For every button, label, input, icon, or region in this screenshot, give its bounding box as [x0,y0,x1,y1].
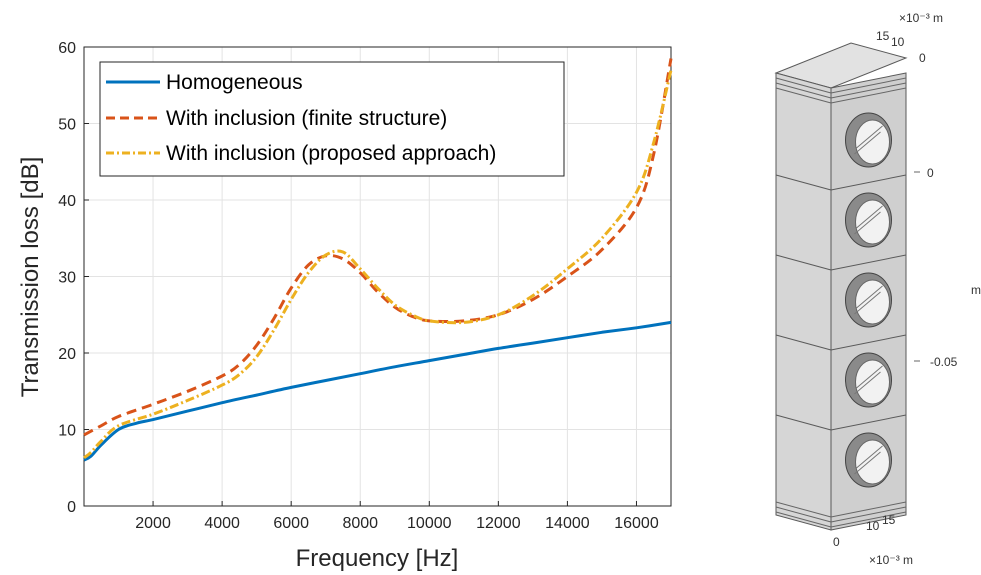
y-axis-label: Transmission loss [dB] [17,157,44,398]
y-axis-ticks: 0 10 20 30 40 50 60 [58,40,89,516]
bottom-layer-line [830,506,907,523]
model-front-face [775,72,832,531]
x-tick-label: 8000 [342,515,378,532]
inclusion-shade-line [854,291,881,315]
top-layer-line [775,77,832,94]
legend-label-finite-structure: With inclusion (finite structure) [166,107,447,130]
legend: Homogeneous With inclusion (finite struc… [99,61,565,177]
bottom-layer-line [775,511,832,528]
series-line-2 [83,58,673,437]
bottom-layer-line [830,501,907,518]
legend-label-homogeneous: Homogeneous [166,71,303,94]
series-lines [83,58,673,462]
series-line-3 [83,69,673,460]
x-tick-label: 10000 [407,515,452,532]
side-axis-unit: m [971,283,981,297]
bottom-tick-0: 0 [833,535,840,549]
bottom-layer-line [775,506,832,523]
inclusion-shade-line [856,205,883,229]
top-tick-15: 15 [876,29,890,43]
y-tick-label: 50 [58,117,76,134]
top-layer-line [830,87,907,104]
bottom-tick-15: 15 [882,513,896,527]
series-line-1 [83,320,672,462]
inclusion-shade-line [854,371,881,395]
top-axis-unit: ×10⁻³ m [899,11,943,25]
side-tick-0: 0 [927,166,934,180]
x-tick-label: 2000 [135,515,171,532]
side-tick-minus-0.05: -0.05 [930,355,958,369]
y-tick-label: 60 [58,40,76,57]
top-layer-line [775,82,832,99]
3d-model-view: ×10⁻³ m 15 10 0 0 -0.05 m 0 10 15 ×10⁻³ … [774,11,981,567]
cell-divider [775,414,832,431]
inclusion-shade-line [856,365,883,389]
top-tick-0: 0 [919,51,926,65]
bottom-axis-unit: ×10⁻³ m [869,553,913,567]
inclusion-shade-line [856,285,883,309]
cell-divider [775,174,832,191]
legend-label-proposed-approach: With inclusion (proposed approach) [166,142,496,165]
y-tick-label: 20 [58,346,76,363]
cell-divider [830,414,907,431]
top-layer-line [830,77,907,94]
x-tick-label: 16000 [614,515,659,532]
x-tick-label: 4000 [204,515,240,532]
cell-divider [775,254,832,271]
cell-divider [830,334,907,351]
inclusion-hole-inner [855,119,890,165]
cell-divider [830,174,907,191]
y-tick-label: 40 [58,193,76,210]
x-axis-label: Frequency [Hz] [296,545,459,572]
model-faces [774,42,920,531]
x-axis-ticks: 2000 4000 6000 8000 10000 12000 14000 16000 [135,501,659,532]
inclusion-shade-line [854,131,881,155]
inclusion-shade-line [854,451,881,475]
bottom-tick-10: 10 [866,519,880,533]
top-layer-line [775,87,832,104]
inclusion-hole-inner [855,199,890,245]
inclusion-shade-line [856,125,883,149]
inclusion-hole-inner [855,279,890,325]
x-tick-label: 12000 [476,515,521,532]
inclusion-shade-line [856,445,883,469]
inclusion-shade-line [854,211,881,235]
cell-divider [830,254,907,271]
x-tick-label: 6000 [273,515,309,532]
bottom-layer-line [830,511,907,528]
y-tick-label: 10 [58,423,76,440]
inclusion-hole-inner [855,359,890,405]
y-tick-label: 30 [58,270,76,287]
inclusion-hole-inner [855,439,890,485]
legend-box [99,61,565,177]
top-layer-line [830,82,907,99]
y-tick-label: 0 [67,499,76,516]
x-tick-label: 14000 [545,515,590,532]
bottom-layer-line [775,501,832,518]
top-tick-10: 10 [891,35,905,49]
cell-divider [775,334,832,351]
